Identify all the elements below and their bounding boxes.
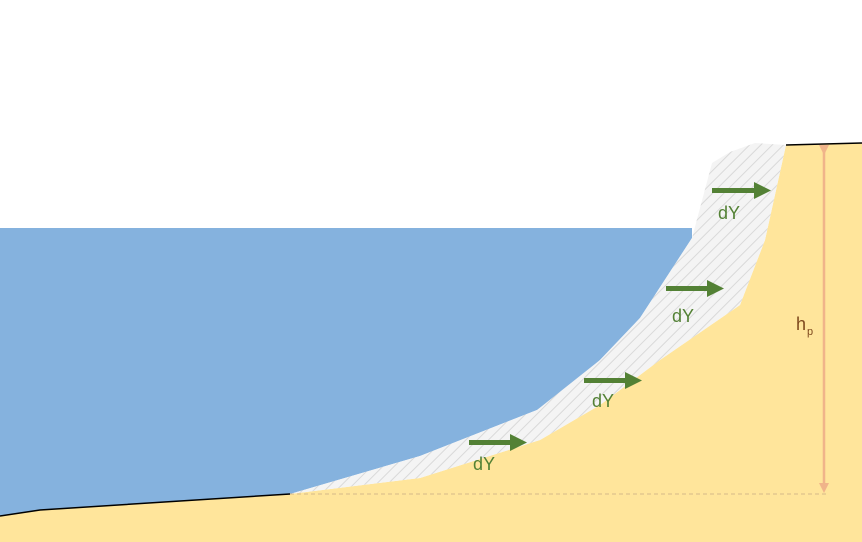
displacement-label-1: dY — [718, 203, 740, 223]
displacement-arrow-4 — [469, 434, 527, 451]
displacement-label-3: dY — [592, 391, 614, 411]
displacement-arrow-1 — [712, 182, 771, 199]
sand-beach — [0, 143, 862, 542]
displacement-label-4: dY — [473, 454, 495, 474]
eroded-volume — [290, 143, 786, 494]
sea-water — [0, 228, 692, 516]
height-label-subscript: p — [807, 326, 813, 338]
height-label: h — [796, 314, 806, 334]
crest-line — [785, 142, 862, 146]
displacement-arrow-2 — [666, 280, 724, 297]
displacement-arrow-3 — [584, 372, 642, 389]
profile-line — [0, 493, 291, 517]
displacement-label-2: dY — [672, 306, 694, 326]
